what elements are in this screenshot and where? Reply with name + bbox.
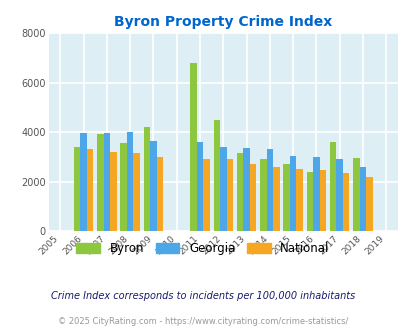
Bar bbox=[342, 173, 349, 231]
Bar bbox=[273, 167, 279, 231]
Bar bbox=[156, 157, 163, 231]
Bar bbox=[120, 143, 127, 231]
Text: Crime Index corresponds to incidents per 100,000 inhabitants: Crime Index corresponds to incidents per… bbox=[51, 291, 354, 301]
Bar bbox=[359, 167, 365, 231]
Bar bbox=[329, 142, 336, 231]
Bar bbox=[236, 153, 243, 231]
Bar bbox=[87, 149, 93, 231]
Bar bbox=[249, 164, 256, 231]
Bar bbox=[190, 63, 196, 231]
Bar bbox=[352, 158, 359, 231]
Bar bbox=[226, 159, 232, 231]
Bar bbox=[196, 142, 203, 231]
Legend: Byron, Georgia, National: Byron, Georgia, National bbox=[72, 237, 333, 260]
Bar bbox=[336, 159, 342, 231]
Bar bbox=[103, 133, 110, 231]
Bar bbox=[365, 177, 372, 231]
Bar bbox=[283, 164, 289, 231]
Bar bbox=[150, 141, 156, 231]
Bar bbox=[260, 159, 266, 231]
Text: © 2025 CityRating.com - https://www.cityrating.com/crime-statistics/: © 2025 CityRating.com - https://www.city… bbox=[58, 317, 347, 326]
Bar bbox=[243, 148, 249, 231]
Bar bbox=[312, 157, 319, 231]
Bar bbox=[110, 152, 116, 231]
Bar bbox=[306, 172, 312, 231]
Bar bbox=[319, 170, 325, 231]
Bar bbox=[80, 133, 87, 231]
Bar bbox=[97, 135, 103, 231]
Bar bbox=[213, 120, 220, 231]
Bar bbox=[143, 127, 150, 231]
Bar bbox=[133, 153, 140, 231]
Bar bbox=[266, 149, 273, 231]
Title: Byron Property Crime Index: Byron Property Crime Index bbox=[114, 15, 332, 29]
Bar bbox=[220, 147, 226, 231]
Bar bbox=[289, 155, 296, 231]
Bar bbox=[127, 132, 133, 231]
Bar bbox=[203, 159, 209, 231]
Bar bbox=[296, 169, 302, 231]
Bar bbox=[74, 147, 80, 231]
